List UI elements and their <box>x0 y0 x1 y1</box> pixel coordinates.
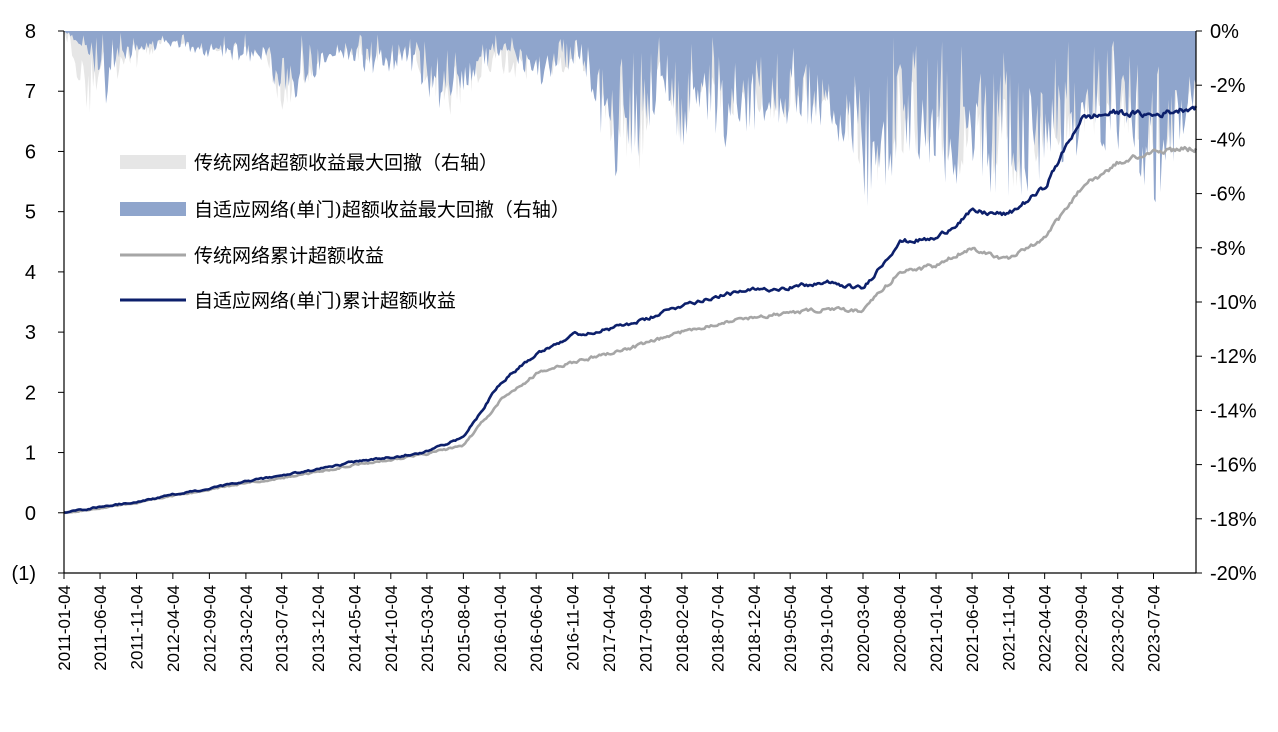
y-right-tick-label: -2% <box>1210 75 1246 97</box>
x-tick-label: 2016-01-04 <box>491 585 510 672</box>
legend: 传统网络超额收益最大回撤（右轴） 自适应网络(单门)超额收益最大回撤（右轴） 传统网… <box>120 152 570 312</box>
y-left-tick-label: 0 <box>25 503 36 525</box>
y-right-tick-label: -20% <box>1210 563 1257 585</box>
y-left-tick-label: 1 <box>25 443 36 465</box>
y-right-tick-label: -14% <box>1210 400 1257 422</box>
x-tick-label: 2017-09-04 <box>636 585 655 672</box>
x-tick-label: 2013-02-04 <box>237 585 256 672</box>
x-tick-label: 2021-06-04 <box>963 585 982 672</box>
y-right-tick-label: -18% <box>1210 509 1257 531</box>
x-tick-label: 2020-03-04 <box>854 585 873 672</box>
y-left-tick-label: 2 <box>25 382 36 404</box>
y-left-tick-label: 6 <box>25 141 36 163</box>
x-tick-label: 2021-11-04 <box>1000 585 1019 671</box>
drawdown-area-1 <box>64 31 1196 207</box>
x-tick-label: 2016-06-04 <box>527 585 546 672</box>
x-tick-label: 2014-10-04 <box>382 585 401 672</box>
drawdown-areas <box>64 31 1196 207</box>
y-left-tick-label: 7 <box>25 81 36 103</box>
x-tick-label: 2011-11-04 <box>128 585 147 669</box>
legend-label-3: 自适应网络(单门)累计超额收益 <box>194 290 456 312</box>
x-tick-label: 2020-08-04 <box>891 585 910 672</box>
x-tick-label: 2011-01-04 <box>55 585 74 671</box>
x-tick-label: 2018-02-04 <box>673 585 692 672</box>
legend-swatch-1 <box>120 202 186 216</box>
x-tick-label: 2022-09-04 <box>1072 585 1091 672</box>
y-right-tick-label: -8% <box>1210 238 1246 260</box>
y-right-tick-label: -6% <box>1210 184 1246 206</box>
x-tick-label: 2015-08-04 <box>454 585 473 672</box>
legend-swatch-0 <box>120 155 186 169</box>
legend-label-1: 自适应网络(单门)超额收益最大回撤（右轴） <box>194 199 570 221</box>
y-right-tick-label: -10% <box>1210 292 1257 314</box>
x-tick-label: 2016-11-04 <box>564 585 583 671</box>
x-tick-label: 2013-12-04 <box>309 585 328 672</box>
x-tick-label: 2012-09-04 <box>200 585 219 672</box>
y-left-tick-label: 4 <box>25 262 36 284</box>
x-tick-label: 2019-05-04 <box>781 585 800 672</box>
x-tick-label: 2019-10-04 <box>818 585 837 672</box>
legend-label-2: 传统网络累计超额收益 <box>194 245 384 267</box>
x-tick-label: 2015-03-04 <box>418 585 437 672</box>
x-tick-label: 2022-04-04 <box>1036 585 1055 672</box>
y-right-tick-label: -4% <box>1210 129 1246 151</box>
x-tick-label: 2011-06-04 <box>91 585 110 671</box>
x-tick-label: 2023-02-04 <box>1109 585 1128 672</box>
y-right-tick-label: -16% <box>1210 455 1257 477</box>
y-right-tick-label: 0% <box>1210 21 1239 43</box>
cumulative-lines <box>63 105 1198 515</box>
y-left-tick-label: (1) <box>12 563 36 585</box>
drawdown-area-0 <box>64 31 1196 187</box>
y-left-tick-label: 8 <box>25 21 36 43</box>
legend-label-0: 传统网络超额收益最大回撤（右轴） <box>194 152 498 174</box>
y-left-tick-label: 5 <box>25 202 36 224</box>
x-tick-label: 2021-01-04 <box>927 585 946 672</box>
y-right-tick-label: -12% <box>1210 346 1257 368</box>
x-tick-label: 2012-04-04 <box>164 585 183 672</box>
x-tick-label: 2023-07-04 <box>1145 585 1164 672</box>
y-left-tick-label: 3 <box>25 322 36 344</box>
x-tick-label: 2018-12-04 <box>745 585 764 672</box>
axes: (1) 0 1 2 3 4 5 6 7 8 0% -2% -4% -6% -8% -10% -12% -14% -1… <box>12 21 1257 672</box>
x-tick-label: 2013-07-04 <box>273 585 292 672</box>
x-tick-label: 2018-07-04 <box>709 585 728 672</box>
x-tick-label: 2014-05-04 <box>345 585 364 672</box>
x-tick-label: 2017-04-04 <box>600 585 619 672</box>
series-line-3 <box>63 105 1198 514</box>
